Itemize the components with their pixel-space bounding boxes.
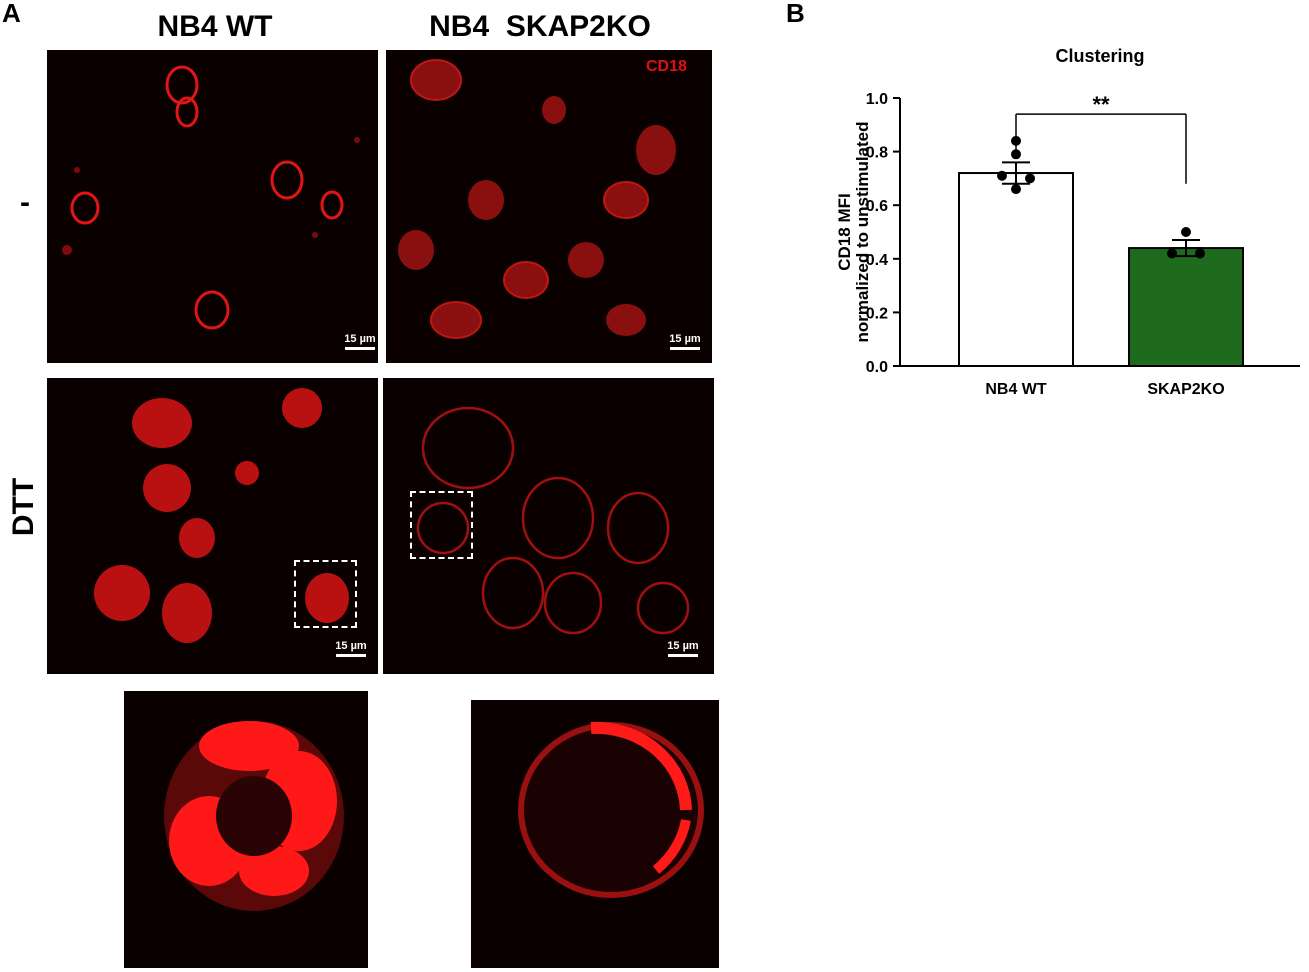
inset-zoom-ko [471,700,719,968]
x-category-label: SKAP2KO [1147,381,1224,398]
micrograph-ko-untreated: CD18 15 µm [386,50,712,363]
row-label-dtt: DTT [7,477,41,537]
inset-zoom-wt [124,691,368,968]
data-point [1167,248,1177,259]
scale-bar: 15 µm [660,333,710,350]
cells-wt-dtt [94,388,349,643]
cells-ko-untreated [398,59,676,339]
y-tick-label: 0.6 [866,198,888,215]
y-tick-label: 0.0 [866,359,888,376]
bar-chart: 0.0 0.2 0.4 0.6 0.8 1.0 CD18 MFI normalized to … [835,91,1300,398]
scale-bar: 15 µm [335,333,378,350]
data-point [1011,184,1021,195]
y-tick-label: 0.8 [866,145,888,162]
micrograph-ko-dtt: 15 µm [383,378,714,674]
column-title-ko: NB4 SKAP2KO [429,10,651,43]
data-point [997,170,1007,181]
scale-bar: 15 µm [658,640,708,657]
column-title-wt: NB4 WT [157,10,273,43]
bar-ko [1128,247,1244,367]
x-category-label: NB4 WT [985,381,1047,398]
y-tick-label: 1.0 [866,91,888,108]
panel-label-a: A [2,0,21,28]
cells-ko-dtt [416,406,690,635]
inset-cell-ko [518,721,704,898]
y-tick-label: 0.2 [866,305,888,322]
micrograph-wt-untreated: 15 µm [47,50,378,363]
bar-wt [958,172,1074,368]
micrograph-wt-dtt: 15 µm [47,378,378,674]
inset-box-ko [410,491,473,559]
stain-label-cd18: CD18 [646,58,687,75]
chart-title: Clustering [1055,46,1145,66]
cells-wt-untreated [62,65,360,330]
inset-box-wt [294,560,357,628]
data-point [1025,173,1035,184]
data-point [1195,248,1205,259]
y-axis-label-line2: normalized to unstimulated [853,121,872,342]
inset-cell-wt [164,721,344,911]
row-label-untreated: - [20,186,30,219]
data-point [1181,227,1191,237]
y-axis-label: CD18 MFI [835,193,854,270]
y-tick-label: 0.4 [866,252,888,269]
scale-bar: 15 µm [326,640,376,657]
panel-label-b: B [786,0,805,28]
significance-stars: ** [1092,92,1110,117]
